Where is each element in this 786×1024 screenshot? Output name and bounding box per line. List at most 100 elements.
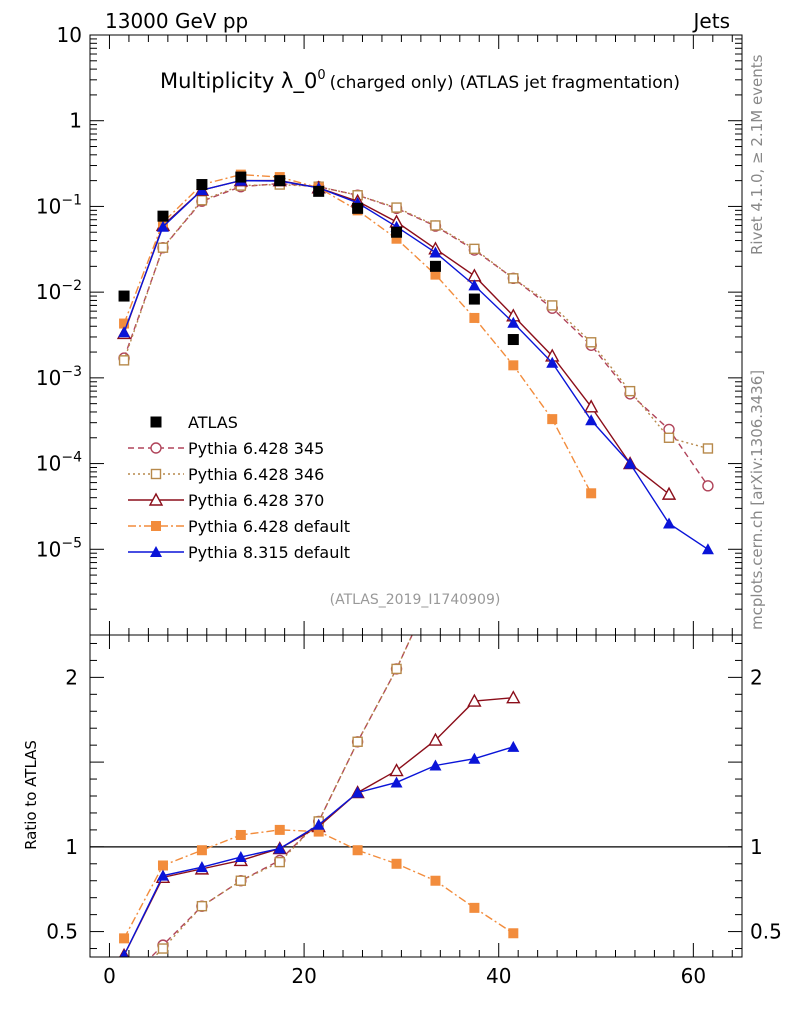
legend-marker bbox=[151, 521, 161, 531]
data-point bbox=[547, 414, 558, 425]
data-point bbox=[507, 316, 520, 328]
ratio-series-pythia-6-428-default bbox=[119, 824, 519, 944]
ratio-point bbox=[195, 861, 208, 873]
legend-label: Pythia 6.428 346 bbox=[188, 465, 324, 484]
data-point bbox=[585, 337, 597, 348]
data-point bbox=[547, 300, 558, 311]
data-point bbox=[467, 268, 482, 282]
title-sub1: (charged only) bbox=[330, 73, 454, 93]
y-tick-exp: −2 bbox=[61, 278, 82, 294]
ratio-y-tick-label: 0.5 bbox=[46, 920, 78, 944]
data-point bbox=[313, 185, 325, 197]
legend-label: ATLAS bbox=[188, 413, 238, 432]
data-point bbox=[701, 543, 714, 555]
title-sup: 0 bbox=[317, 68, 325, 83]
data-point bbox=[274, 175, 286, 187]
y-tick-base: 10 bbox=[36, 366, 61, 390]
data-point bbox=[430, 220, 441, 231]
legend-marker bbox=[150, 546, 162, 557]
y-tick-base: 10 bbox=[36, 537, 61, 561]
data-point bbox=[118, 290, 130, 302]
series-line bbox=[123, 183, 709, 450]
ratio-point bbox=[469, 902, 480, 913]
ratio-point bbox=[157, 860, 168, 871]
ratio-plot: 0 20 40 60 2 2 1 1 0.5 0.5 bbox=[46, 579, 782, 990]
y-tick-base: 10 bbox=[36, 194, 61, 218]
ratio-point bbox=[389, 763, 404, 777]
data-point bbox=[468, 279, 481, 291]
data-point bbox=[702, 443, 714, 454]
legend-item-pythia-6-428-346: Pythia 6.428 346 bbox=[128, 465, 324, 484]
y-tick-label: 10 bbox=[57, 23, 82, 47]
legend-label: Pythia 6.428 default bbox=[188, 517, 350, 536]
data-point bbox=[119, 318, 130, 329]
data-point bbox=[663, 432, 675, 443]
y-tick-label: 10−1 bbox=[36, 192, 82, 218]
ratio-point bbox=[119, 949, 129, 957]
legend-label: Pythia 6.428 345 bbox=[188, 439, 324, 458]
ratio-point bbox=[274, 856, 285, 868]
ratio-point bbox=[431, 580, 440, 589]
y-tick-exp: −1 bbox=[61, 192, 82, 208]
ratio-point bbox=[507, 740, 520, 752]
ratio-point bbox=[468, 752, 481, 764]
data-point bbox=[391, 202, 402, 213]
data-point bbox=[391, 226, 403, 238]
data-point bbox=[585, 414, 598, 426]
ratio-point bbox=[156, 869, 169, 881]
data-point bbox=[624, 385, 636, 397]
ratio-ticks: 0 20 40 60 2 2 1 1 0.5 0.5 bbox=[46, 635, 782, 988]
y-tick-exp: −4 bbox=[61, 450, 82, 466]
ratio-series-pythia-8-315-default bbox=[119, 740, 520, 957]
legend-marker bbox=[150, 416, 162, 428]
analysis-label: (ATLAS_2019_I1740909) bbox=[330, 592, 501, 608]
data-point bbox=[661, 486, 677, 500]
title-sub2: (ATLAS jet fragmentation) bbox=[460, 73, 681, 93]
ratio-frame bbox=[89, 634, 743, 958]
ratio-line bbox=[123, 829, 514, 939]
data-point bbox=[118, 355, 130, 366]
data-point bbox=[508, 273, 519, 284]
data-point bbox=[469, 243, 480, 255]
ratio-point bbox=[196, 900, 208, 912]
ratio-point bbox=[235, 875, 247, 886]
ratio-point bbox=[508, 928, 519, 939]
data-point bbox=[352, 202, 364, 214]
series-atlas bbox=[118, 171, 519, 346]
data-point bbox=[429, 260, 441, 272]
data-point bbox=[546, 356, 559, 368]
ratio-point bbox=[120, 981, 129, 990]
legend-item-pythia-6-428-default: Pythia 6.428 default bbox=[128, 517, 350, 536]
ratio-point bbox=[312, 818, 325, 830]
ratio-point bbox=[428, 732, 443, 746]
data-point bbox=[508, 360, 519, 371]
ratio-point bbox=[196, 845, 207, 856]
y-tick-exp: −3 bbox=[61, 364, 82, 380]
ratio-point bbox=[119, 979, 129, 989]
ratio-point bbox=[430, 579, 440, 589]
data-point bbox=[156, 220, 169, 232]
legend-item-pythia-8-315-default: Pythia 8.315 default bbox=[128, 543, 350, 562]
ratio-point bbox=[313, 826, 324, 837]
series-line bbox=[123, 179, 709, 550]
data-point bbox=[663, 517, 676, 529]
legend-marker bbox=[148, 492, 164, 506]
legend-item-pythia-6-428-370: Pythia 6.428 370 bbox=[128, 491, 324, 510]
data-point bbox=[429, 246, 442, 258]
data-point bbox=[583, 399, 599, 413]
x-tick-label: 40 bbox=[486, 964, 511, 988]
data-point bbox=[430, 269, 441, 280]
legend-marker bbox=[150, 442, 162, 454]
data-point bbox=[507, 334, 519, 346]
ratio-point bbox=[506, 690, 521, 704]
ratio-point bbox=[235, 829, 246, 840]
ratio-y-tick-label-right: 1 bbox=[750, 835, 763, 859]
data-point bbox=[157, 242, 169, 253]
data-point bbox=[118, 326, 131, 338]
ratio-y-tick-label-right: 2 bbox=[750, 665, 763, 689]
data-point bbox=[468, 293, 480, 305]
header-right: Jets bbox=[692, 9, 730, 33]
data-point bbox=[196, 195, 208, 206]
